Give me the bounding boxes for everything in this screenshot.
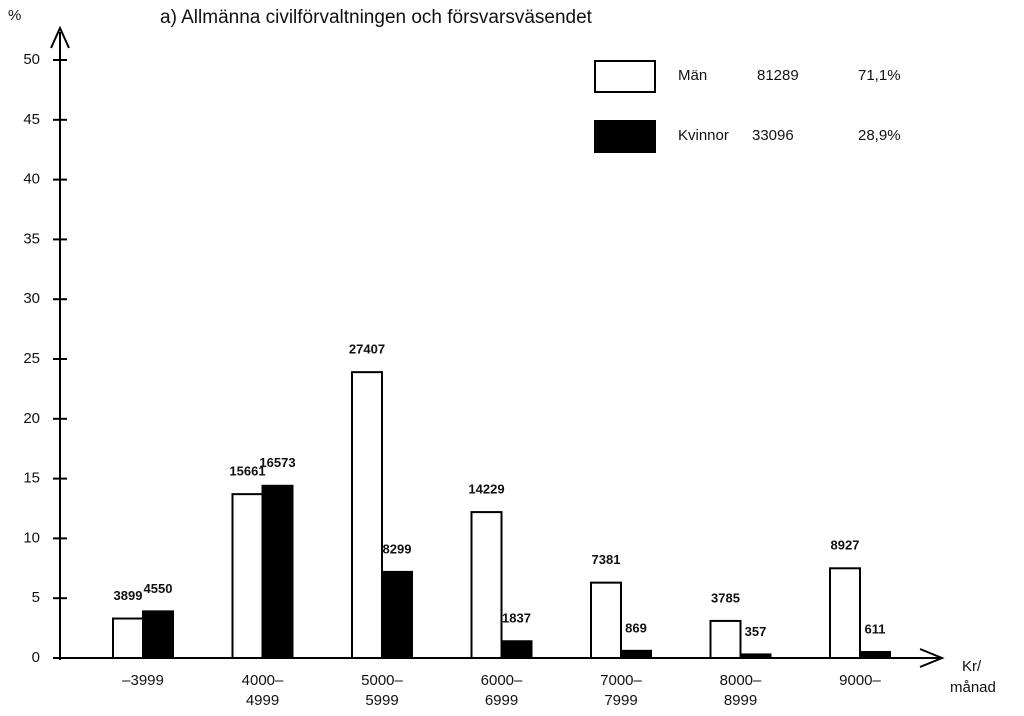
y-tick-label: 35	[23, 230, 40, 247]
legend-total: 81289	[757, 67, 799, 84]
value-label: 1837	[502, 611, 531, 626]
y-tick-label: 25	[23, 350, 40, 367]
value-label: 357	[745, 624, 767, 639]
legend-label: Kvinnor	[678, 127, 729, 144]
x-tick-label: 7000–	[600, 672, 642, 689]
y-tick-label: 0	[32, 649, 40, 666]
bar	[590, 581, 622, 659]
y-axis-arrow	[50, 25, 70, 49]
value-label: 7381	[592, 552, 621, 567]
bar	[500, 640, 533, 659]
y-tick-label: 40	[23, 171, 40, 188]
legend-swatch	[594, 60, 656, 93]
value-label: 14229	[468, 482, 504, 497]
y-tick-label: 30	[23, 290, 40, 307]
bar	[470, 511, 503, 660]
bar	[859, 651, 891, 660]
bar	[620, 649, 652, 659]
bar	[829, 567, 861, 659]
x-tick-label: 9000–	[839, 672, 881, 689]
y-tick-label: 45	[23, 111, 40, 128]
x-tick-label: 5000–	[361, 672, 403, 689]
x-tick-label: 7999	[604, 692, 637, 709]
x-tick-label: 4000–	[242, 672, 284, 689]
bar	[709, 619, 742, 660]
x-axis-label: Kr/	[962, 658, 982, 675]
value-label: 8299	[383, 541, 412, 556]
bar	[381, 570, 413, 659]
chart-title: a) Allmänna civilförvaltningen och försv…	[160, 7, 593, 28]
legend-label: Män	[678, 67, 707, 84]
y-tick-label: 20	[23, 410, 40, 427]
y-tick-label: 15	[23, 470, 40, 487]
value-label: 869	[625, 620, 647, 635]
value-label: 3899	[114, 588, 143, 603]
value-label: 611	[865, 621, 886, 636]
bar	[351, 371, 383, 659]
x-tick-label: 6999	[485, 692, 518, 709]
y-axis-label: %	[8, 7, 21, 24]
bar	[261, 484, 294, 659]
x-tick-label: –3999	[122, 672, 164, 689]
value-label: 8927	[831, 538, 860, 553]
y-tick-label: 10	[23, 529, 40, 546]
legend-swatch	[594, 120, 656, 153]
bar	[231, 493, 264, 660]
y-tick-label: 50	[23, 51, 40, 68]
bar	[142, 610, 174, 660]
value-label: 4550	[144, 581, 173, 596]
x-tick-label: 4999	[246, 692, 279, 709]
legend-total: 33096	[752, 127, 794, 144]
legend-share: 28,9%	[858, 127, 901, 144]
x-tick-label: 6000–	[481, 672, 523, 689]
legend-share: 71,1%	[858, 67, 901, 84]
x-axis-label: månad	[950, 679, 996, 696]
y-tick-label: 5	[32, 589, 40, 606]
value-label: 3785	[711, 590, 740, 605]
value-label: 16573	[259, 455, 295, 470]
value-label: 15661	[229, 464, 265, 479]
bar	[739, 653, 772, 659]
x-tick-label: 8999	[724, 692, 757, 709]
x-axis-arrow	[919, 648, 945, 668]
value-label: 27407	[349, 342, 385, 357]
x-tick-label: 5999	[365, 692, 398, 709]
x-tick-label: 8000–	[720, 672, 762, 689]
bar	[112, 617, 144, 659]
